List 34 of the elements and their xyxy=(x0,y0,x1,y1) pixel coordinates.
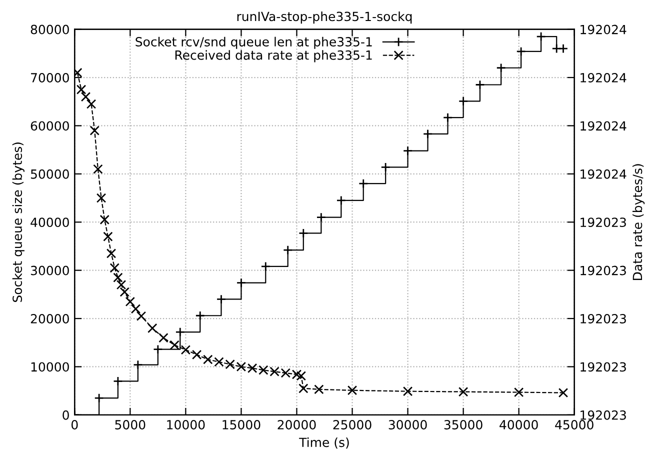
y2-axis-title: Data rate (bytes/s) xyxy=(632,164,645,280)
y2-tick-label: 192024 xyxy=(580,72,626,82)
y-tick-label: 0 xyxy=(62,410,69,420)
legend-label: Received data rate at phe335-1 xyxy=(175,50,372,62)
y2-tick-label: 192023 xyxy=(580,410,626,420)
x-tick-label: 15000 xyxy=(222,420,260,430)
x-tick-label: 35000 xyxy=(444,420,482,430)
x-tick-label: 45000 xyxy=(555,420,594,430)
chart-title: runIVa-stop-phe335-1-sockq xyxy=(237,11,412,24)
x-tick-label: 40000 xyxy=(500,420,538,430)
x-tick-label: 10000 xyxy=(167,420,205,430)
y2-tick-label: 192023 xyxy=(580,314,626,324)
y-tick-label: 40000 xyxy=(30,218,69,228)
y-axis-title: Socket queue size (bytes) xyxy=(12,142,24,302)
y-tick-label: 30000 xyxy=(30,266,69,276)
y-tick-label: 80000 xyxy=(30,24,69,34)
x-tick-label: 25000 xyxy=(333,420,372,430)
y-tick-label: 70000 xyxy=(31,72,69,82)
y-tick-label: 10000 xyxy=(31,362,69,372)
y2-tick-label: 192024 xyxy=(580,121,626,131)
x-tick-label: 30000 xyxy=(388,420,427,430)
y2-tick-label: 192024 xyxy=(580,169,626,179)
y2-tick-label: 192023 xyxy=(580,362,626,372)
x-tick-label: 20000 xyxy=(278,420,316,430)
x-tick-label: 0 xyxy=(71,420,78,430)
legend-label: Socket rcv/snd queue len at phe335-1 xyxy=(136,36,372,49)
y2-tick-label: 192023 xyxy=(580,266,626,276)
y-tick-label: 50000 xyxy=(30,169,69,179)
y-tick-label: 20000 xyxy=(30,314,69,324)
x-axis-title: Time (s) xyxy=(299,437,349,449)
y2-tick-label: 192023 xyxy=(580,218,626,228)
x-tick-label: 5000 xyxy=(115,420,146,430)
y-tick-label: 60000 xyxy=(30,121,69,131)
y2-tick-label: 192024 xyxy=(580,24,626,34)
